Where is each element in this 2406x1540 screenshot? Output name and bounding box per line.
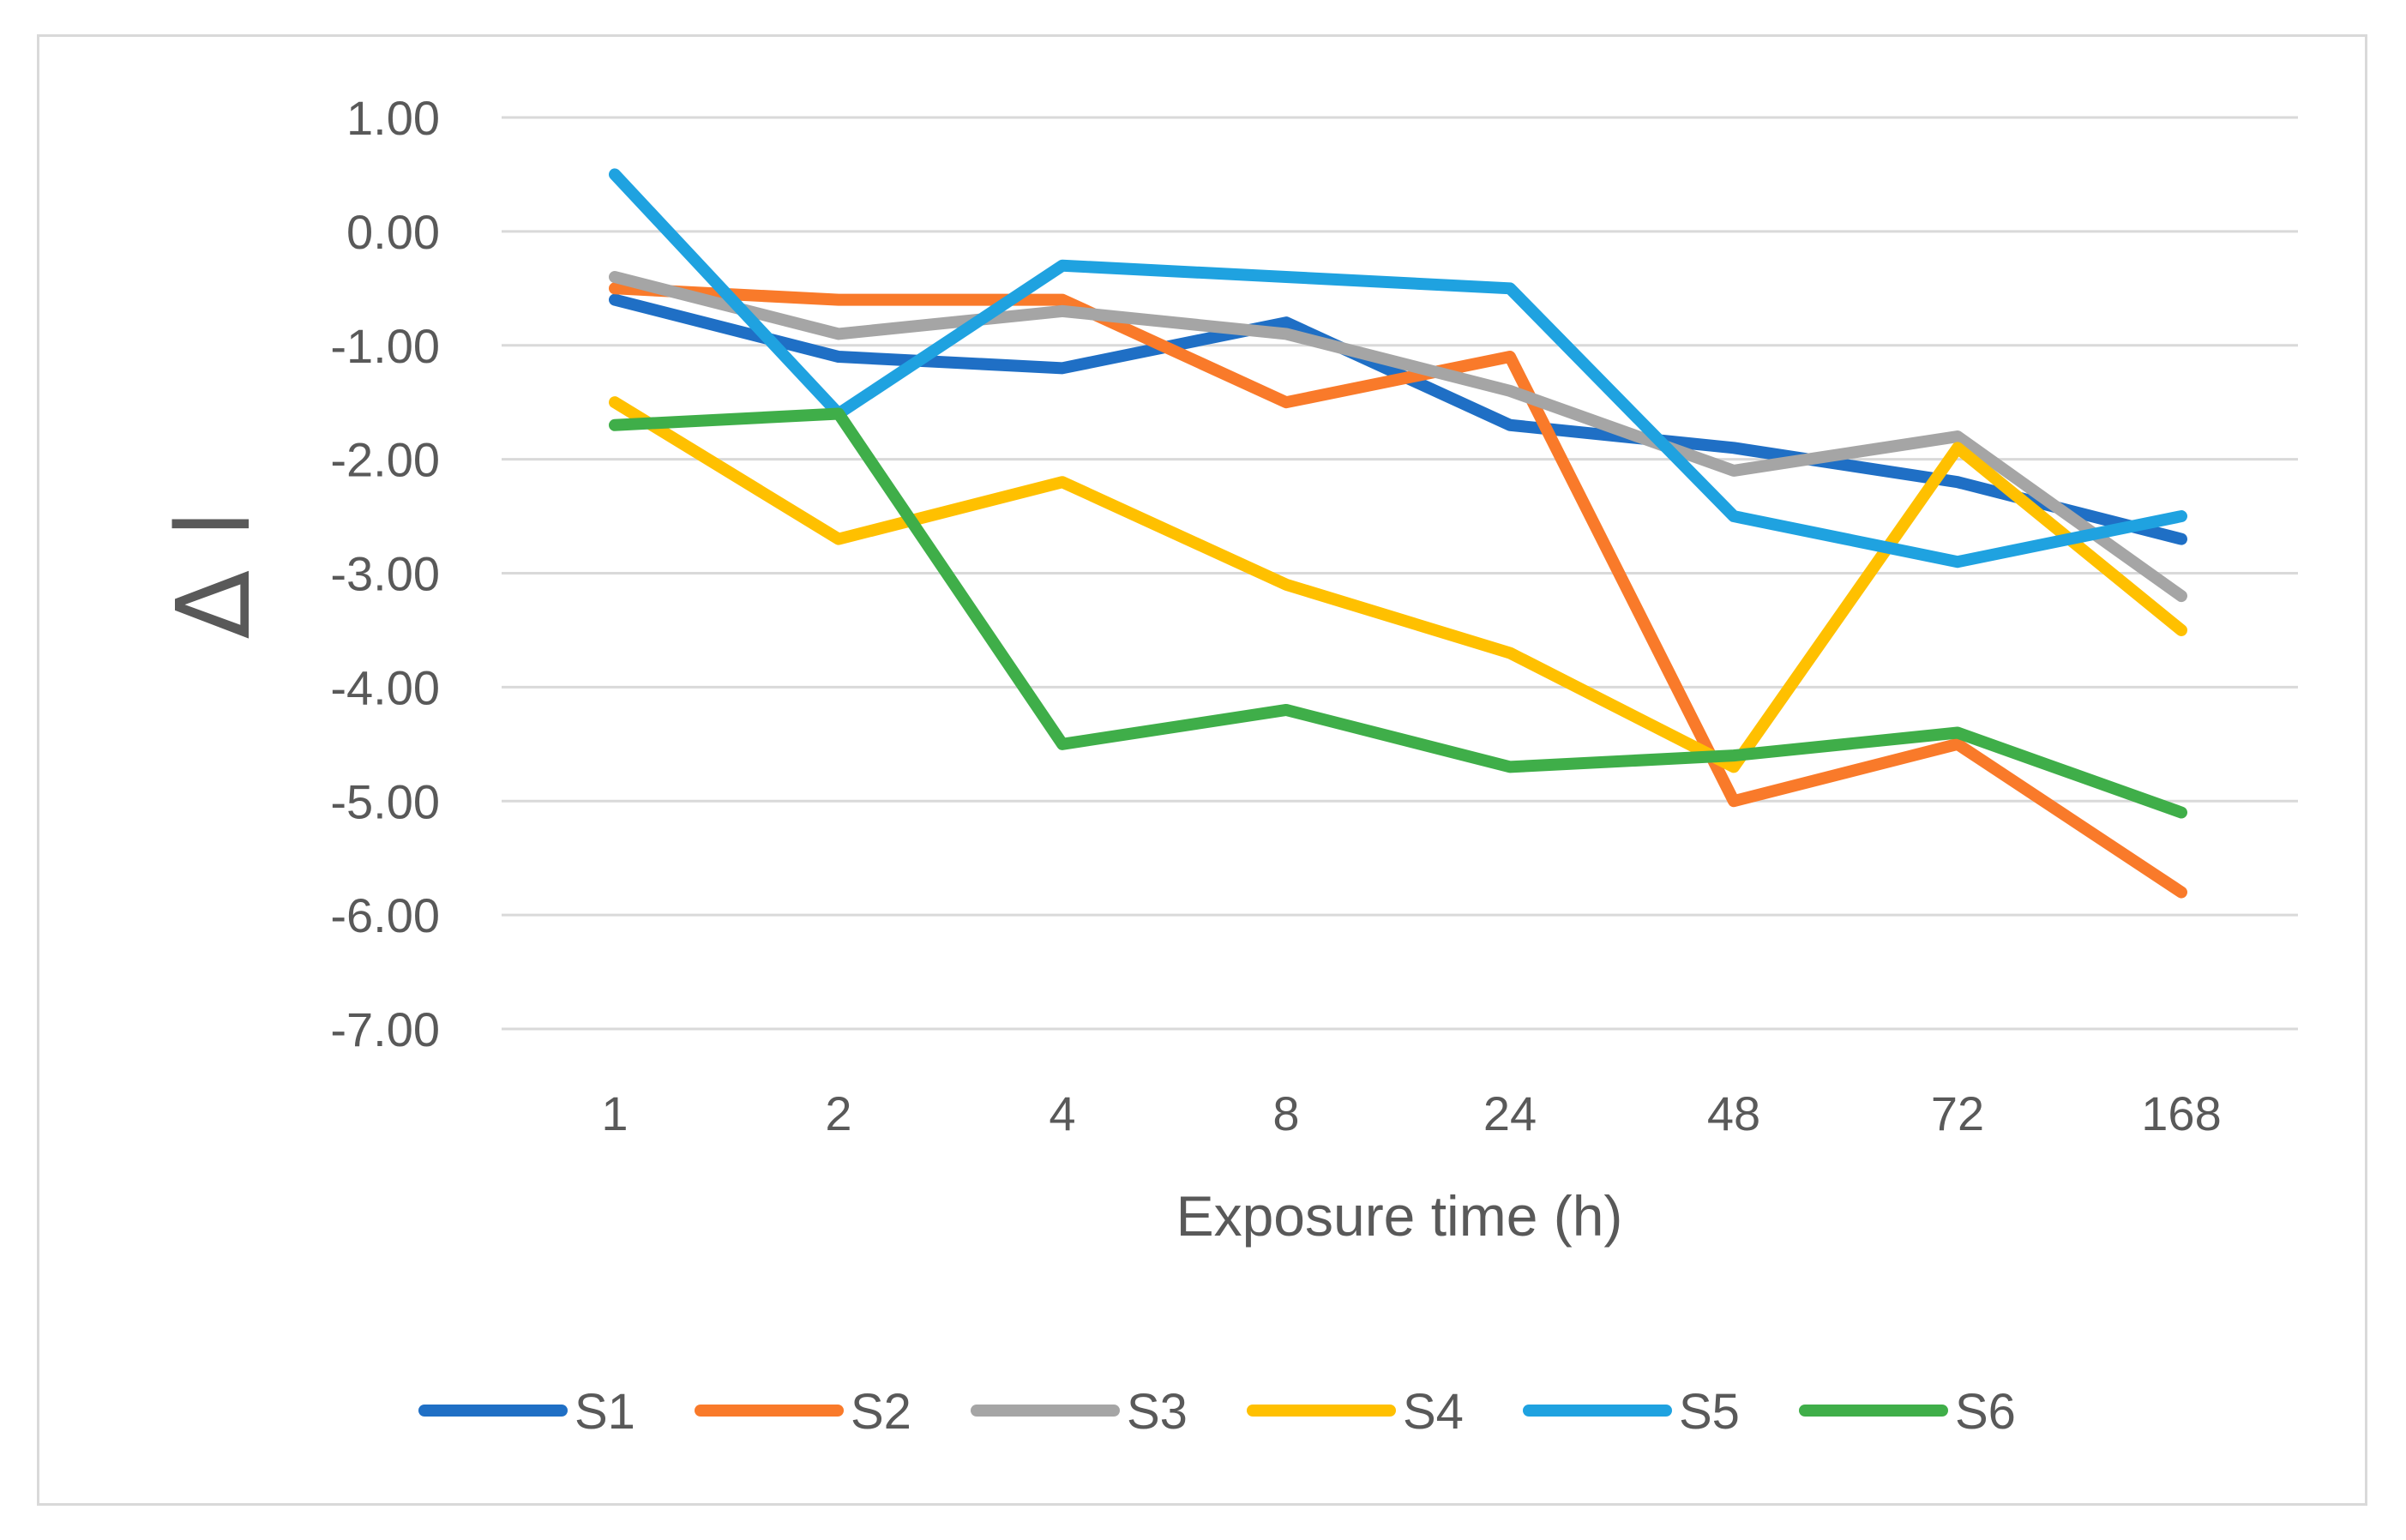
legend-label-s2: S2 [851, 1384, 911, 1440]
legend-label-s6: S6 [1955, 1384, 2016, 1440]
series-line-s2 [609, 282, 2187, 899]
x-tick-label: 168 [2141, 1086, 2221, 1140]
legend-label-s1: S1 [574, 1384, 635, 1440]
x-tick-label: 4 [1049, 1086, 1075, 1140]
x-tick-label: 8 [1272, 1086, 1299, 1140]
series-line-s5 [609, 168, 2187, 568]
y-tick-label: -5.00 [330, 774, 440, 828]
y-tick-label: -3.00 [330, 547, 440, 601]
series-line-s3 [609, 271, 2187, 603]
x-tick-label: 2 [825, 1086, 851, 1140]
x-tick-label: 48 [1707, 1086, 1760, 1140]
y-tick-label: 0.00 [346, 205, 440, 259]
y-tick-label: -4.00 [330, 660, 440, 714]
y-tick-label: -7.00 [330, 1002, 440, 1056]
chart-frame [37, 34, 2367, 1506]
gridlines [502, 116, 2298, 1031]
y-tick-label: -6.00 [330, 888, 440, 942]
x-axis-title: Exposure time (h) [1176, 1184, 1623, 1248]
series-line-s4 [609, 396, 2187, 773]
x-tick-label: 72 [1931, 1086, 1984, 1140]
y-tick-label: 1.00 [346, 91, 440, 145]
y-axis-ticks: 1.00 0.00 -1.00 -2.00 -3.00 -4.00 -5.00 -6.00 -7… [330, 91, 440, 1056]
x-tick-label: 24 [1483, 1086, 1537, 1140]
legend: S1 S2 S3 S4 S5 S6 [418, 1384, 2016, 1440]
series-lines [609, 168, 2187, 899]
y-tick-label: -1.00 [330, 319, 440, 373]
legend-label-s3: S3 [1127, 1384, 1188, 1440]
series-line-s6 [609, 407, 2187, 819]
y-tick-label: -2.00 [330, 433, 440, 487]
y-axis-title: Δ l [154, 509, 273, 639]
legend-label-s5: S5 [1679, 1384, 1740, 1440]
x-tick-label: 1 [601, 1086, 628, 1140]
legend-label-s4: S4 [1403, 1384, 1464, 1440]
x-axis-ticks: 1 2 4 8 24 48 72 168 [601, 1086, 2221, 1140]
